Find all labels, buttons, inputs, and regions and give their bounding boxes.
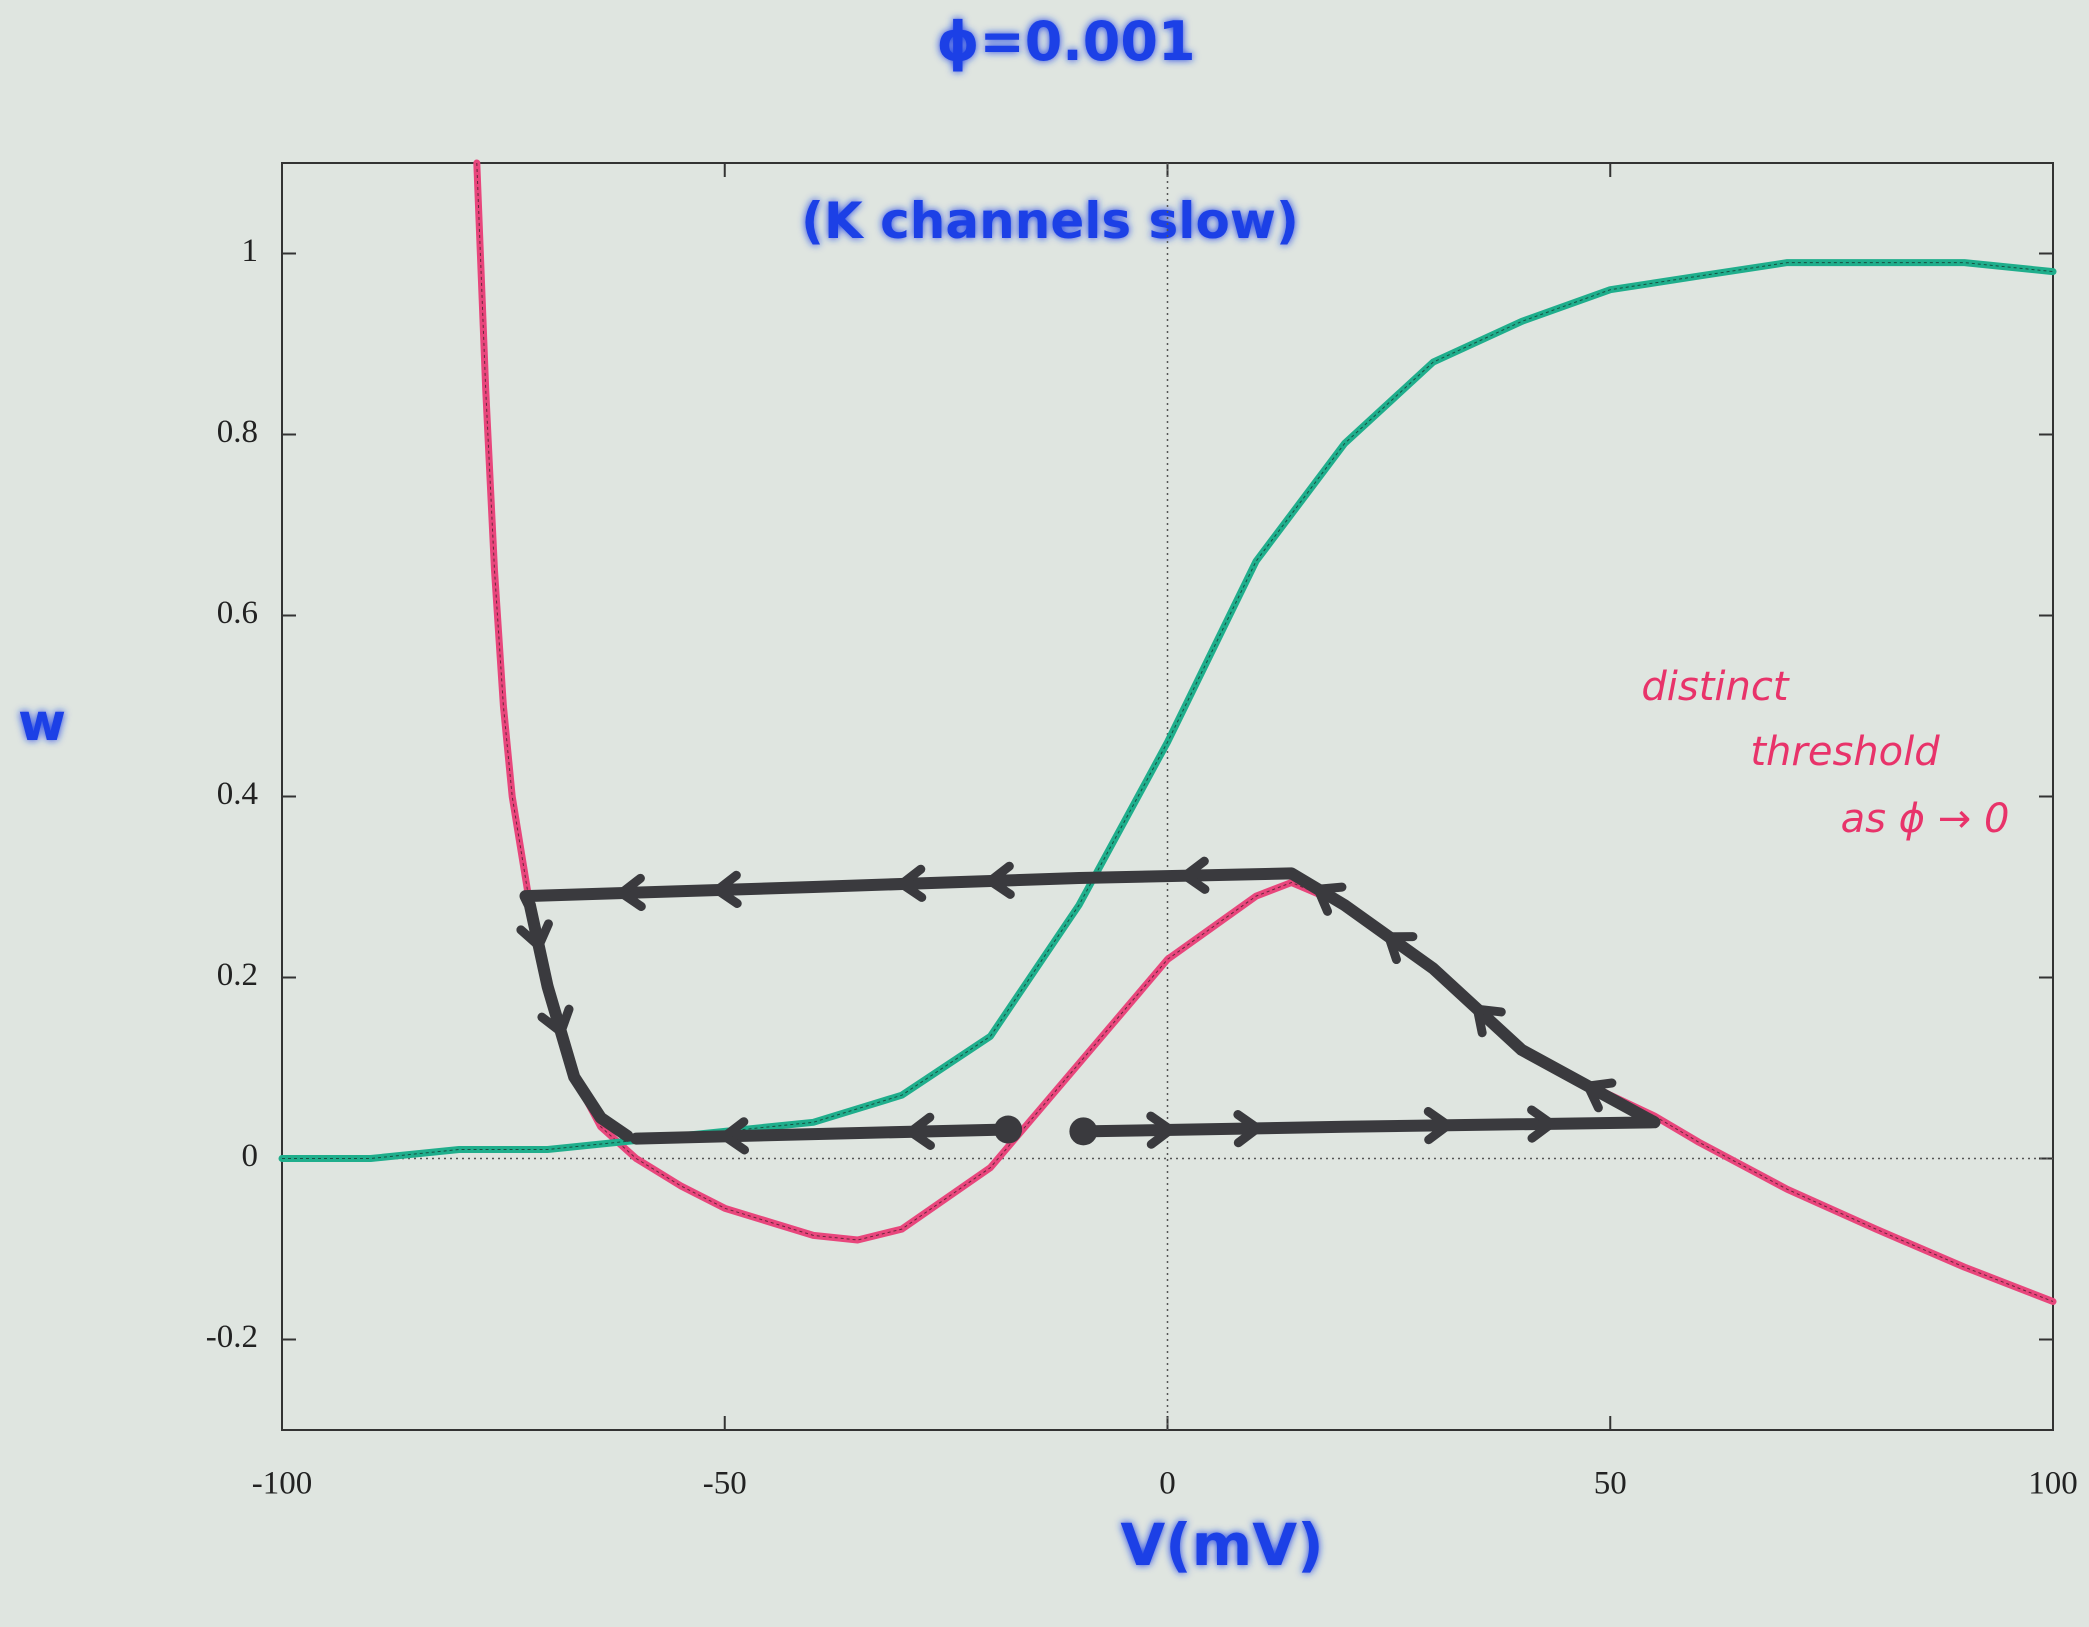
x-tick-label: -50 (703, 1466, 747, 1502)
x-tick-label: -100 (252, 1466, 313, 1502)
y-tick-label: 0.6 (217, 595, 258, 631)
direction-arrow (1472, 1004, 1506, 1038)
annotation: threshold (1750, 729, 1940, 775)
nullcline-overlay (476, 162, 2054, 1302)
chart-title: ϕ=0.001 (936, 10, 1195, 73)
y-tick-label: -0.2 (206, 1319, 258, 1355)
x-axis-label: V(mV) (1120, 1511, 1323, 1579)
start-point (1069, 1117, 1098, 1146)
direction-arrow (1384, 932, 1418, 965)
chart-subtitle: (K channels slow) (801, 192, 1299, 250)
direction-arrow (1583, 1078, 1617, 1113)
direction-arrow (1233, 1110, 1263, 1148)
nullcline-overlay (282, 262, 2054, 1159)
x-tick-label: 50 (1594, 1466, 1627, 1502)
x-tick-label: 0 (1159, 1466, 1176, 1502)
direction-arrow (516, 919, 553, 951)
y-tick-label: 0.4 (217, 776, 258, 812)
trajectory (630, 1123, 1015, 1145)
plot-frame (281, 162, 2054, 1431)
annotation: as ϕ → 0 (1841, 796, 2010, 842)
direction-arrow (985, 861, 1015, 899)
direction-arrow (897, 864, 927, 902)
direction-arrow (1146, 1111, 1175, 1149)
annotation: distinct (1641, 664, 1789, 710)
y-tick-label: 0.8 (217, 414, 258, 450)
direction-arrow (720, 1117, 750, 1155)
y-axis-label: w (18, 693, 66, 753)
direction-arrow (906, 1112, 935, 1150)
y-tick-label: 0 (242, 1138, 259, 1174)
trajectory (519, 867, 1661, 1142)
direction-arrow (616, 873, 646, 912)
direction-arrow (1527, 1105, 1556, 1143)
y-tick-label: 1 (242, 233, 259, 269)
direction-arrow (1423, 1106, 1453, 1145)
direction-arrow (1180, 856, 1210, 894)
y-tick-label: 0.2 (217, 957, 258, 993)
direction-arrow (712, 870, 742, 909)
direction-arrow (1313, 882, 1347, 916)
direction-arrow (537, 1004, 574, 1037)
x-tick-label: 100 (2028, 1466, 2078, 1502)
start-point (994, 1115, 1023, 1144)
